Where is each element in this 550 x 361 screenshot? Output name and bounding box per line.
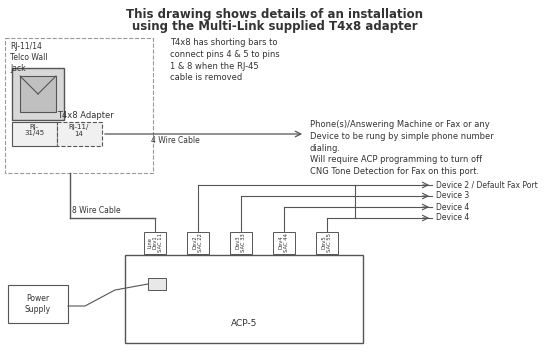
Text: This drawing shows details of an installation: This drawing shows details of an install…	[126, 8, 424, 21]
Text: RJ-
31/45: RJ- 31/45	[24, 123, 44, 136]
Text: RJ-11/
14: RJ-11/ 14	[69, 123, 89, 136]
Bar	[187, 232, 209, 254]
Text: Power
Supply: Power Supply	[25, 294, 51, 314]
Bar	[273, 232, 295, 254]
Bar	[316, 232, 338, 254]
Text: RJ-11/14
Telco Wall
Jack: RJ-11/14 Telco Wall Jack	[10, 42, 48, 73]
Bar	[125, 255, 363, 343]
Text: Device 4: Device 4	[436, 213, 469, 222]
Bar	[57, 122, 102, 146]
Text: 8 Wire Cable: 8 Wire Cable	[72, 206, 120, 215]
Text: Line
Dev1
SAC 11: Line Dev1 SAC 11	[147, 233, 163, 252]
Bar	[12, 68, 64, 120]
Text: T4x8 Adapter: T4x8 Adapter	[57, 111, 114, 120]
Text: ACP-5: ACP-5	[231, 318, 257, 327]
Bar	[20, 76, 56, 112]
Bar	[12, 122, 57, 146]
Text: Dev3
SAC 33: Dev3 SAC 33	[236, 233, 246, 252]
Text: Device 3: Device 3	[436, 191, 469, 200]
Bar	[5, 38, 153, 173]
Text: Device 4: Device 4	[436, 203, 469, 212]
Text: 4 Wire Cable: 4 Wire Cable	[151, 136, 199, 145]
Text: Dev5
SAC 55: Dev5 SAC 55	[322, 233, 332, 252]
Bar	[8, 285, 68, 323]
Text: Device 2 / Default Fax Port: Device 2 / Default Fax Port	[436, 180, 538, 190]
Bar	[230, 232, 252, 254]
Text: using the Multi-Link supplied T4x8 adapter: using the Multi-Link supplied T4x8 adapt…	[132, 20, 418, 33]
Text: T4x8 has shorting bars to
connect pins 4 & 5 to pins
1 & 8 when the RJ-45
cable : T4x8 has shorting bars to connect pins 4…	[170, 38, 280, 82]
Text: Phone(s)/Answering Machine or Fax or any
Device to be rung by simple phone numbe: Phone(s)/Answering Machine or Fax or any…	[310, 120, 494, 176]
Bar	[148, 278, 166, 290]
Text: Dev2
SAC 22: Dev2 SAC 22	[193, 233, 203, 252]
Text: Dev4
SAC 44: Dev4 SAC 44	[279, 233, 289, 252]
Bar	[144, 232, 166, 254]
